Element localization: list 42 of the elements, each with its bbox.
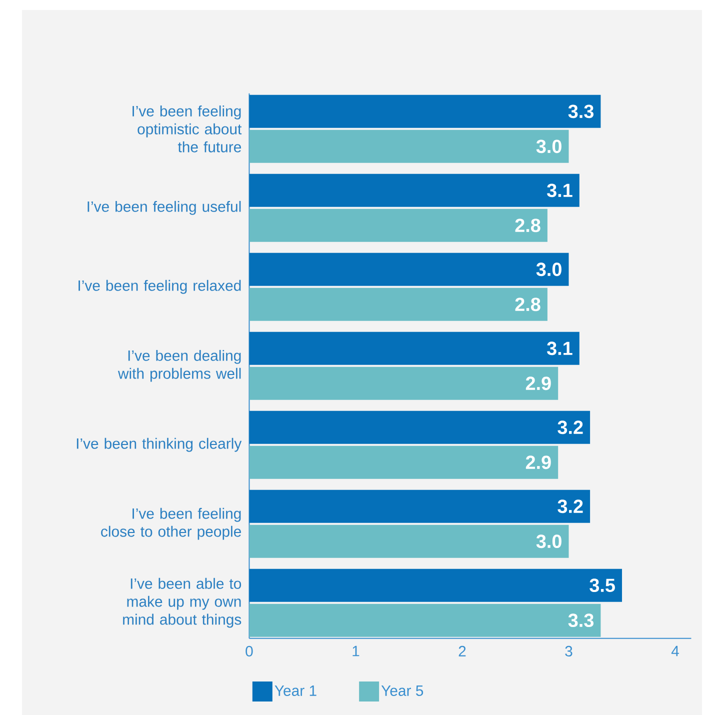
x-tick-label: 1 (352, 646, 360, 656)
bar (249, 524, 569, 558)
bar (249, 94, 601, 128)
y-tick-label: I’ve been feeling close to other people (101, 508, 241, 540)
data-label: 3.5 (590, 578, 615, 592)
data-label: 3.1 (547, 184, 572, 198)
x-tick-label: 0 (246, 646, 253, 656)
data-label: 3.3 (568, 614, 594, 628)
y-tick-label: I’ve been feeling optimistic about the future (132, 106, 242, 152)
x-tick-label: 3 (565, 646, 572, 656)
bar (249, 130, 569, 163)
bar (249, 366, 558, 400)
bar (249, 174, 580, 207)
bar (249, 252, 569, 286)
data-label: 3.1 (547, 342, 572, 356)
x-tick-label: 4 (671, 646, 679, 656)
legend-label: Year 5 (381, 686, 424, 696)
bar (249, 446, 558, 479)
bar (249, 208, 548, 242)
bar (249, 604, 601, 637)
data-label: 3.2 (558, 420, 583, 434)
data-label: 3.0 (536, 140, 562, 154)
data-label: 2.8 (515, 218, 540, 232)
y-tick-label: I’ve been dealing with problems well (118, 350, 241, 382)
bar (249, 568, 622, 602)
y-tick-label: I’ve been feeling useful (88, 200, 241, 215)
bar (249, 288, 548, 321)
data-label: 3.0 (536, 262, 562, 276)
bar (249, 410, 590, 444)
data-label: 2.8 (515, 298, 540, 312)
data-label: 3.0 (536, 534, 562, 548)
data-label: 3.2 (558, 500, 583, 514)
bar (249, 490, 590, 523)
data-label: 2.9 (526, 376, 551, 390)
data-label: 3.3 (568, 104, 594, 118)
data-label: 2.9 (526, 456, 551, 470)
y-tick-label: I’ve been able to make up my own mind about things (123, 578, 242, 628)
bar (249, 332, 580, 365)
legend-label: Year 1 (274, 686, 316, 696)
x-tick-label: 2 (458, 646, 466, 656)
y-tick-label: I’ve been thinking clearly (76, 438, 242, 452)
y-tick-label: I’ve been feeling relaxed (78, 280, 241, 294)
